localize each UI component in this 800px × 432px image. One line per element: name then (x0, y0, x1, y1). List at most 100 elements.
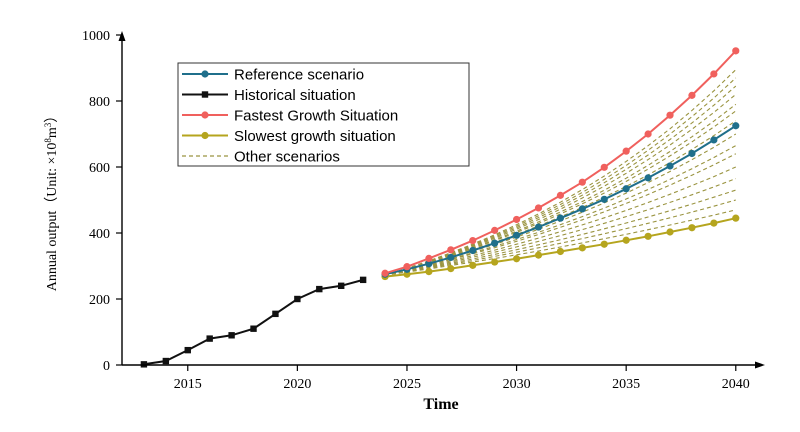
historical-situation-point (316, 285, 323, 293)
y-axis-title-sup2: 3 (43, 122, 53, 127)
reference-scenario-point (556, 214, 565, 222)
other-scenario-line (384, 189, 736, 276)
y-axis-title-mid: m (45, 127, 60, 138)
slowest-growth-situation-point (556, 247, 565, 256)
fastest-growth-situation-point (403, 263, 411, 271)
fastest-growth-situation-point (688, 91, 696, 99)
reference-scenario-point (512, 231, 521, 239)
other-scenario-line (384, 110, 737, 276)
y-axis-arrow (118, 31, 126, 41)
slowest-growth-situation-point (469, 261, 477, 269)
series-lines (140, 47, 740, 368)
slowest-growth-situation-point (644, 232, 652, 240)
reference-scenario-point (666, 162, 674, 170)
other-scenario-line (384, 178, 736, 276)
historical-situation-point (162, 357, 170, 365)
reference-scenario-point (578, 205, 586, 213)
slowest-growth-situation-point (688, 224, 696, 232)
historical-situation-line (143, 278, 364, 366)
fastest-growth-situation-point (666, 111, 674, 119)
legend-marker (201, 111, 209, 119)
y-axis-title: Annual output（Unit: ×108m3） (43, 109, 60, 292)
reference-scenario-point (425, 260, 433, 268)
slowest-growth-situation-point (512, 255, 521, 263)
x-tick-label: 2015 (174, 377, 202, 392)
reference-scenario-point (622, 185, 630, 193)
reference-scenario-point (600, 195, 608, 203)
x-axis-arrow (755, 361, 765, 369)
fastest-growth-situation-point (512, 215, 521, 224)
fastest-growth-situation-point (732, 47, 740, 55)
other-scenario-line (384, 145, 737, 276)
x-axis-title: Time (423, 396, 458, 413)
legend-items: Reference scenario Historical situation Fa… (182, 67, 398, 166)
y-axis-title-sup1: 8 (43, 138, 53, 143)
y-tick-label: 1000 (82, 29, 110, 44)
fastest-growth-situation-point (556, 191, 565, 199)
reference-scenario-point (491, 239, 499, 247)
historical-situation-point (338, 282, 345, 289)
other-scenario-line (384, 209, 736, 276)
fastest-growth-situation-point (710, 70, 718, 78)
historical-situation-point (228, 332, 235, 339)
reference-scenario-point (534, 223, 543, 231)
other-scenario-line (384, 93, 737, 276)
y-tick-label: 0 (103, 359, 110, 374)
legend-marker (201, 70, 209, 78)
other-scenario-line (384, 69, 737, 276)
slowest-growth-situation-point (534, 251, 543, 259)
slowest-growth-situation-point (447, 265, 455, 273)
legend-label: Other scenarios (234, 149, 340, 166)
x-tick-label: 2035 (612, 377, 640, 392)
legend-marker (201, 131, 209, 140)
historical-situation-point (359, 276, 367, 284)
x-tick-label: 2020 (283, 377, 311, 392)
y-tick-label: 800 (89, 95, 110, 110)
slowest-growth-situation-point (425, 268, 433, 276)
slowest-growth-situation-point (578, 244, 586, 252)
fastest-growth-situation-point (534, 204, 543, 212)
historical-situation-point (294, 295, 301, 303)
y-tick-label: 400 (89, 227, 110, 242)
x-tick-label: 2025 (393, 377, 421, 392)
slowest-growth-situation-point (710, 219, 718, 227)
legend: Reference scenario Historical situation Fa… (177, 62, 470, 167)
x-tick-label: 2030 (503, 377, 531, 392)
slowest-growth-situation-point (666, 228, 674, 236)
other-scenario-line (384, 166, 737, 276)
y-axis-title-end: ） (44, 109, 60, 123)
historical-situation-point (206, 335, 213, 342)
other-scenario-line (384, 77, 737, 276)
fastest-growth-situation-point (469, 236, 477, 245)
fastest-growth-situation-point (578, 178, 586, 186)
other-scenario-line (384, 199, 736, 276)
y-tick-label: 200 (89, 293, 110, 308)
y-axis-title-main: Annual output（Unit: ×10 (44, 143, 60, 292)
reference-scenario-point (447, 253, 455, 262)
reference-scenario-point (710, 136, 718, 144)
fastest-growth-situation-point (447, 246, 455, 254)
slowest-growth-situation-point (491, 258, 499, 266)
historical-situation-point (184, 346, 191, 354)
reference-scenario-point (469, 246, 477, 255)
reference-scenario-point (732, 122, 740, 130)
fastest-growth-situation-point (600, 163, 608, 171)
fastest-growth-situation-point (491, 226, 499, 234)
historical-situation-point (272, 310, 279, 318)
axis-ticks: 2015 2020 2025 2030 2035 2040 0 200 400 600 800 100… (82, 29, 750, 392)
legend-marker (201, 91, 209, 98)
slowest-growth-situation-point (403, 270, 411, 278)
y-tick-label: 600 (89, 161, 110, 176)
slowest-growth-situation-point (732, 214, 740, 222)
historical-situation-point (250, 325, 257, 332)
fastest-growth-situation-point (644, 130, 652, 138)
reference-scenario-point (644, 174, 652, 182)
legend-label: Fastest Growth Situation (234, 108, 398, 125)
fastest-growth-situation-point (425, 254, 433, 263)
fastest-growth-situation-point (381, 269, 389, 277)
legend-label: Historical situation (234, 87, 356, 104)
reference-scenario-point (688, 149, 696, 158)
slowest-growth-situation-point (600, 240, 608, 248)
legend-label: Reference scenario (234, 67, 364, 84)
